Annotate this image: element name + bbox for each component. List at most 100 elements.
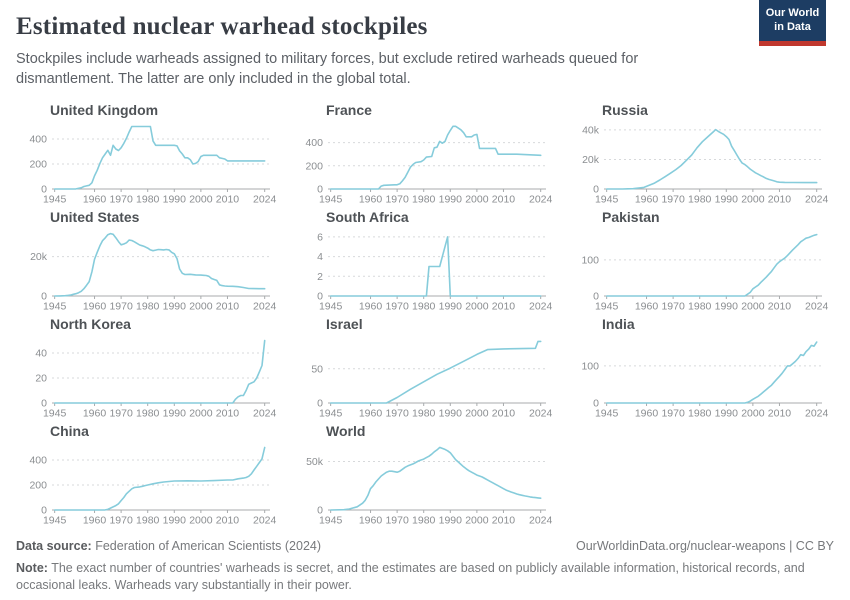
svg-text:40k: 40k [582,124,600,136]
chart-title: India [602,315,635,332]
svg-text:50k: 50k [306,456,324,468]
chart-title: North Korea [50,315,131,332]
svg-text:2: 2 [317,270,323,282]
svg-text:2024: 2024 [253,300,277,312]
note-label: Note: [16,560,48,575]
svg-text:400: 400 [29,133,47,145]
data-source: Data source: Federation of American Scie… [16,539,321,553]
svg-text:2010: 2010 [492,407,516,419]
svg-text:1980: 1980 [136,300,160,312]
svg-text:0: 0 [593,290,599,302]
svg-text:0: 0 [317,290,323,302]
svg-text:1980: 1980 [688,407,712,419]
svg-text:1990: 1990 [439,514,463,526]
svg-text:1970: 1970 [109,300,133,312]
svg-text:1970: 1970 [385,514,409,526]
svg-text:1960: 1960 [83,300,107,312]
line-chart-svg: 0 50k 1945 1960 1970 1980 1990 2000 2010 2024 [306,446,553,526]
svg-text:1945: 1945 [595,407,619,419]
svg-text:2010: 2010 [768,193,792,205]
svg-text:400: 400 [29,454,47,466]
chart-pakistan: Pakistan 0 100 1945 1960 1970 1980 1990 2000 201… [568,209,832,315]
svg-text:1970: 1970 [661,193,685,205]
svg-text:0: 0 [317,504,323,516]
svg-text:1970: 1970 [109,193,133,205]
svg-text:1990: 1990 [163,514,187,526]
svg-text:2000: 2000 [465,407,489,419]
svg-text:2000: 2000 [189,300,213,312]
svg-text:1960: 1960 [83,514,107,526]
chart-title: Pakistan [602,208,660,225]
svg-text:400: 400 [305,137,323,149]
svg-text:2010: 2010 [492,514,516,526]
charts-grid: United Kingdom 0 200 400 1945 1960 1970 1980 19… [16,102,834,529]
svg-text:1980: 1980 [412,300,436,312]
line-chart-svg: 0 20k 1945 1960 1970 1980 1990 2000 2010 2024 [30,232,277,312]
line-chart-svg: 0 200 400 1945 1960 1970 1980 1990 2000 2010 2024 [29,125,277,205]
svg-text:2024: 2024 [529,193,553,205]
svg-text:2000: 2000 [189,514,213,526]
data-source-label: Data source: [16,538,92,553]
svg-text:1990: 1990 [163,300,187,312]
svg-text:1980: 1980 [688,193,712,205]
svg-text:1980: 1980 [412,514,436,526]
chart-india: India 0 100 1945 1960 1970 1980 1990 2000 2010 20… [568,316,832,422]
svg-text:2000: 2000 [465,300,489,312]
svg-text:0: 0 [41,397,47,409]
svg-text:0: 0 [41,290,47,302]
svg-text:1970: 1970 [385,193,409,205]
svg-text:1990: 1990 [715,407,739,419]
svg-text:200: 200 [29,158,47,170]
svg-text:0: 0 [593,397,599,409]
svg-text:1970: 1970 [385,300,409,312]
svg-text:1970: 1970 [109,407,133,419]
header: Estimated nuclear warhead stockpiles Sto… [16,0,834,90]
data-source-value: Federation of American Scientists (2024) [91,538,322,553]
svg-text:2000: 2000 [189,407,213,419]
chart-title: World [326,422,366,439]
line-chart-svg: 0 2 4 6 1945 1960 1970 1980 1990 2000 2010 2024 [317,231,552,312]
line-chart-svg: 0 100 1945 1960 1970 1980 1990 2000 2010 2024 [581,340,829,419]
svg-text:20: 20 [35,372,47,384]
svg-text:1960: 1960 [359,514,383,526]
svg-text:1990: 1990 [163,193,187,205]
svg-text:1970: 1970 [385,407,409,419]
owid-logo[interactable]: Our World in Data [759,0,826,46]
line-chart-svg: 0 20 40 1945 1960 1970 1980 1990 2000 2010 2024 [35,339,277,419]
svg-text:1990: 1990 [715,300,739,312]
svg-text:2024: 2024 [805,193,829,205]
svg-text:1960: 1960 [635,300,659,312]
svg-text:20k: 20k [582,154,600,166]
owid-url-link[interactable]: OurWorldinData.org/nuclear-weapons | CC … [576,538,834,553]
svg-text:2000: 2000 [189,193,213,205]
chart-subtitle: Stockpiles include warheads assigned to … [16,51,639,88]
chart-south-africa: South Africa 0 2 4 6 1945 1960 1970 1980 1990 200… [292,209,556,315]
svg-text:2000: 2000 [741,407,765,419]
chart-united-kingdom: United Kingdom 0 200 400 1945 1960 1970 1980 19… [16,102,280,208]
chart-title: United States [50,208,140,225]
line-chart-svg: 0 100 1945 1960 1970 1980 1990 2000 2010 2024 [581,233,829,312]
chart-title: Russia [602,101,648,118]
svg-text:1945: 1945 [595,300,619,312]
svg-text:1980: 1980 [136,514,160,526]
svg-text:2024: 2024 [805,300,829,312]
svg-text:1960: 1960 [359,193,383,205]
svg-text:20k: 20k [30,251,48,263]
svg-text:2010: 2010 [768,300,792,312]
svg-text:1990: 1990 [439,193,463,205]
footer-note: Note: The exact number of countries' war… [16,560,816,595]
svg-text:0: 0 [41,504,47,516]
page-title: Estimated nuclear warhead stockpiles [16,13,428,40]
svg-text:1945: 1945 [319,193,343,205]
svg-text:1980: 1980 [688,300,712,312]
owid-logo-line1: Our World [765,6,820,19]
chart-title: United Kingdom [50,101,159,118]
svg-text:0: 0 [593,183,599,195]
svg-text:1960: 1960 [83,193,107,205]
svg-text:2000: 2000 [741,193,765,205]
chart-title: South Africa [326,208,409,225]
svg-text:1980: 1980 [412,407,436,419]
svg-text:1945: 1945 [43,514,67,526]
svg-text:100: 100 [581,254,599,266]
svg-text:2024: 2024 [529,407,553,419]
